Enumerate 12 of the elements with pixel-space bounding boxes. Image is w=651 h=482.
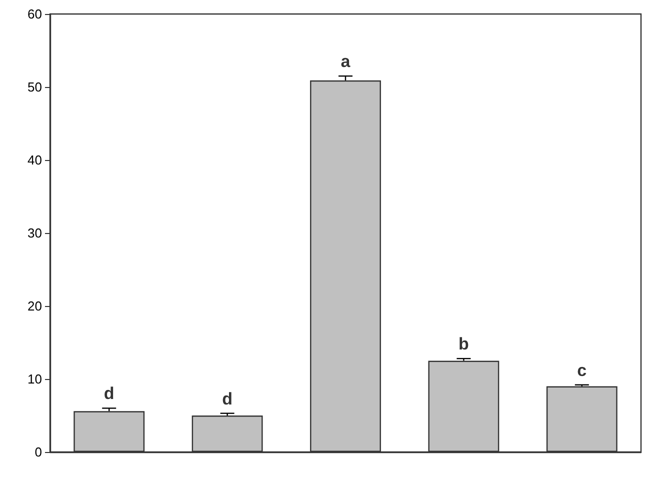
y-tick-label: 20: [28, 298, 42, 314]
y-tick-label: 60: [28, 6, 42, 22]
annotation: b: [458, 334, 469, 354]
y-tick-label: 10: [28, 372, 42, 386]
annotation: a: [340, 52, 351, 72]
y-tick-label: 30: [28, 226, 42, 240]
y-tick-label: 40: [28, 152, 42, 168]
y-tick-label: 50: [28, 80, 42, 94]
annotation: d: [104, 384, 114, 404]
annotation: c: [577, 360, 587, 380]
y-tick-label: 0: [34, 444, 42, 460]
annotation: d: [222, 389, 232, 408]
